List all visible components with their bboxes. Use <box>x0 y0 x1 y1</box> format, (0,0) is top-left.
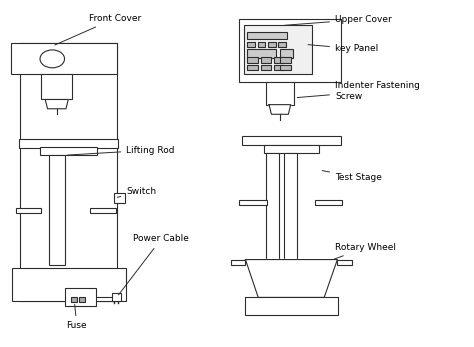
Bar <box>315 200 342 205</box>
Bar <box>274 65 284 70</box>
Text: Lifting Rod: Lifting Rod <box>67 146 175 155</box>
Bar <box>20 43 117 301</box>
Bar <box>79 297 85 302</box>
Polygon shape <box>45 100 68 109</box>
Bar <box>112 293 120 301</box>
Text: Front Cover: Front Cover <box>55 14 141 45</box>
Bar <box>40 147 97 155</box>
Bar <box>266 153 279 260</box>
Bar <box>280 49 292 58</box>
Bar <box>231 260 246 265</box>
Text: Upper Cover: Upper Cover <box>284 15 392 25</box>
Text: Switch: Switch <box>117 187 156 197</box>
Bar <box>115 193 125 203</box>
Bar <box>246 297 338 315</box>
Text: key Panel: key Panel <box>308 44 378 53</box>
Bar <box>268 42 276 47</box>
Text: Indenter Fastening
Screw: Indenter Fastening Screw <box>297 81 420 101</box>
Bar <box>244 25 312 74</box>
Bar <box>247 42 255 47</box>
Bar <box>12 268 126 301</box>
Bar <box>264 145 319 153</box>
Bar <box>258 42 265 47</box>
Bar <box>280 57 291 63</box>
Bar <box>261 57 271 63</box>
Bar <box>239 19 341 82</box>
Text: Test Stage: Test Stage <box>322 171 382 182</box>
Bar <box>247 32 287 39</box>
Text: Fuse: Fuse <box>66 304 87 330</box>
Bar <box>284 153 297 260</box>
Bar <box>278 42 286 47</box>
Bar <box>337 260 352 265</box>
Polygon shape <box>246 260 337 297</box>
Bar <box>247 65 258 70</box>
Bar <box>11 43 117 74</box>
Bar <box>49 155 64 265</box>
Text: Power Cable: Power Cable <box>118 235 189 295</box>
Bar <box>280 65 291 70</box>
Bar <box>266 82 294 105</box>
Text: Rotary Wheel: Rotary Wheel <box>334 243 396 259</box>
Bar <box>19 139 118 148</box>
Bar <box>247 49 276 58</box>
Bar <box>239 200 267 205</box>
Bar <box>65 288 96 306</box>
Bar <box>41 74 72 100</box>
Polygon shape <box>269 105 291 114</box>
Bar <box>16 208 41 213</box>
Bar <box>90 208 116 213</box>
Bar <box>247 57 258 63</box>
Bar <box>261 65 271 70</box>
Bar <box>71 297 77 302</box>
Bar <box>242 136 341 145</box>
Bar <box>274 57 284 63</box>
